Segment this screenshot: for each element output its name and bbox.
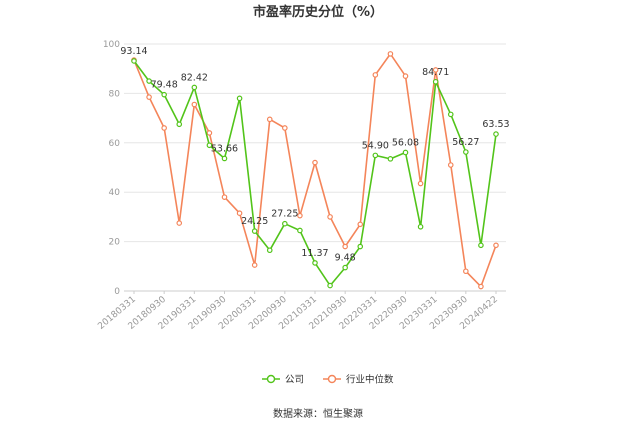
data-point — [372, 152, 379, 159]
series-group — [131, 51, 499, 290]
data-point — [463, 268, 469, 275]
data-point — [417, 180, 424, 187]
data-point — [221, 155, 228, 162]
legend[interactable]: 公司 行业中位数 — [262, 374, 394, 386]
data-point — [251, 228, 258, 234]
data-point — [282, 220, 288, 227]
data-point — [312, 159, 318, 166]
legend-item[interactable]: 公司 — [262, 375, 304, 386]
data-label: 84.71 — [422, 67, 449, 78]
data-label: 24.25 — [241, 216, 268, 227]
data-point — [447, 162, 454, 168]
data-point — [282, 125, 288, 131]
data-point — [191, 84, 198, 91]
data-point — [432, 78, 439, 85]
data-label: 11.37 — [301, 248, 328, 259]
y-tick-label: 60 — [109, 139, 121, 149]
data-point — [146, 94, 152, 100]
data-label: 63.53 — [482, 119, 509, 130]
data-label: 82.42 — [181, 72, 208, 83]
data-point — [206, 142, 213, 149]
data-point — [402, 73, 409, 79]
data-point — [191, 101, 198, 108]
data-label: 79.48 — [151, 80, 178, 91]
data-point — [478, 283, 484, 290]
data-label: 93.14 — [120, 46, 147, 57]
data-point — [478, 242, 484, 249]
data-point — [493, 242, 499, 249]
data-label: 56.27 — [452, 137, 479, 148]
data-point — [342, 243, 348, 250]
data-point — [432, 67, 439, 73]
data-point — [131, 58, 137, 64]
data-label: 54.90 — [362, 140, 389, 151]
data-point — [327, 214, 333, 220]
data-point — [402, 149, 409, 156]
data-point — [297, 227, 303, 234]
data-point — [357, 243, 364, 250]
legend-item[interactable]: 行业中位数 — [323, 374, 394, 386]
data-point — [327, 282, 333, 289]
data-point — [387, 156, 394, 162]
data-point — [387, 51, 394, 57]
data-point — [417, 223, 424, 230]
data-point — [176, 220, 183, 226]
data-label: 27.25 — [271, 209, 298, 220]
data-point — [357, 221, 364, 228]
data-point — [463, 149, 469, 155]
data-label: 9.48 — [335, 253, 356, 264]
data-point — [447, 111, 454, 118]
data-label: 53.66 — [211, 143, 238, 154]
data-label: 56.08 — [392, 137, 419, 148]
legend-marker — [266, 374, 276, 384]
legend-label: 行业中位数 — [346, 374, 394, 386]
y-tick-label: 80 — [109, 89, 121, 99]
y-tick-label: 20 — [109, 238, 121, 248]
data-point — [236, 210, 243, 216]
source-note: 数据来源：恒生聚源 — [273, 407, 363, 420]
data-point — [266, 247, 273, 254]
data-point — [493, 131, 499, 137]
data-point — [161, 125, 167, 131]
y-tick-label: 40 — [109, 188, 121, 198]
data-point — [206, 130, 213, 136]
legend-marker — [327, 374, 337, 384]
data-point — [146, 78, 152, 84]
data-point — [266, 116, 273, 123]
y-tick-label: 0 — [114, 287, 120, 297]
data-point — [342, 264, 348, 271]
data-point — [372, 72, 379, 78]
data-point — [251, 262, 258, 268]
data-point — [236, 95, 243, 102]
data-point — [297, 212, 303, 219]
data-point — [161, 91, 167, 98]
legend-label: 公司 — [285, 375, 304, 386]
data-point — [312, 260, 318, 266]
chart-title: 市盈率历史分位（%） — [253, 4, 383, 20]
y-tick-label: 100 — [103, 40, 120, 50]
data-point — [176, 121, 183, 128]
data-point — [221, 194, 228, 200]
